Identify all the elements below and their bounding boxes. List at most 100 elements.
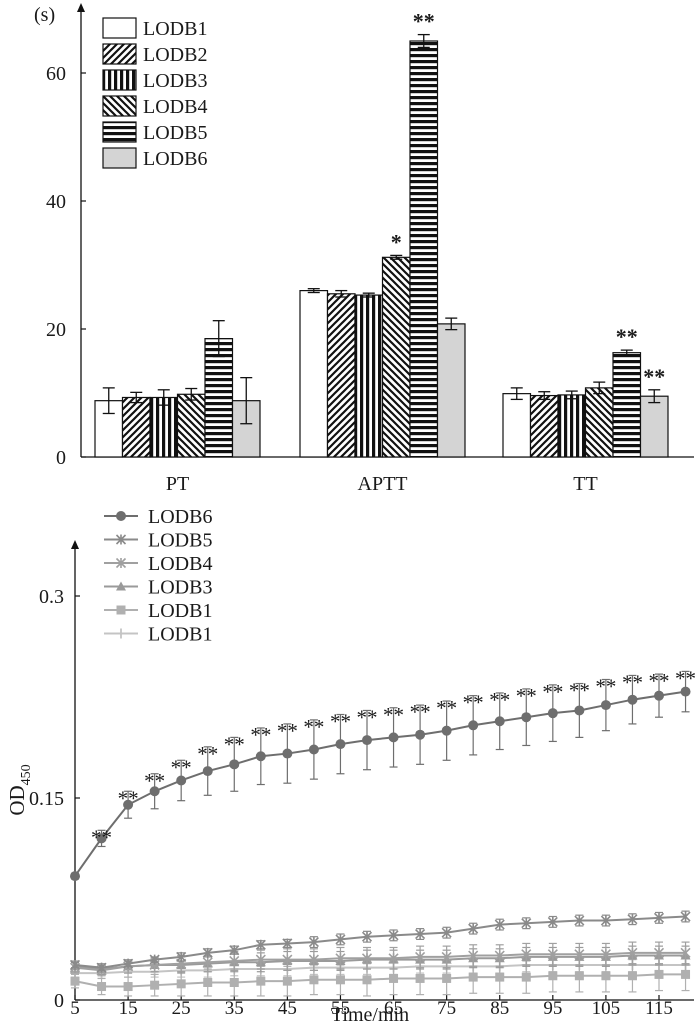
data-point <box>574 705 585 716</box>
data-point <box>388 930 399 941</box>
data-point <box>255 751 266 762</box>
significance-mark: ** <box>436 696 457 720</box>
significance-mark: ** <box>569 679 590 703</box>
y-tick-label: 40 <box>46 191 66 213</box>
legend-swatch <box>102 69 137 91</box>
legend-marker <box>116 511 126 521</box>
legend-label: LODB3 <box>148 577 212 599</box>
data-point <box>70 871 80 882</box>
data-point <box>600 915 611 926</box>
x-tick-label: 35 <box>225 998 244 1019</box>
significance-mark: ** <box>144 769 165 793</box>
data-point <box>521 949 532 960</box>
data-point <box>282 976 292 986</box>
significance-mark: ** <box>171 755 192 779</box>
data-point <box>468 950 479 961</box>
legend-label: LODB4 <box>148 553 212 575</box>
bar <box>149 396 179 458</box>
data-point <box>468 972 478 982</box>
data-point <box>335 739 346 750</box>
legend-label: LODB6 <box>143 148 207 170</box>
data-point <box>335 975 345 985</box>
bar <box>529 394 559 458</box>
significance-mark: ** <box>595 674 616 698</box>
data-point <box>441 725 452 736</box>
y-ticks: 0 0.15 0.3 <box>29 586 80 1012</box>
bar <box>436 323 466 458</box>
data-point <box>547 708 558 719</box>
data-point <box>494 950 505 961</box>
error-bars <box>102 33 661 425</box>
data-point <box>653 947 665 958</box>
series-lodb6 <box>70 670 691 882</box>
legend-label: LODB5 <box>143 122 207 144</box>
data-point <box>442 973 452 983</box>
data-point <box>97 982 107 992</box>
bar <box>612 352 642 458</box>
bar <box>326 293 356 458</box>
x-tick-label: 105 <box>592 998 621 1019</box>
y-tick-label: 0 <box>56 447 66 469</box>
data-point <box>415 928 426 940</box>
data-point <box>601 971 611 981</box>
y-axis-arrow <box>77 3 85 12</box>
x-axis-label: Time/min <box>331 1004 409 1026</box>
data-point <box>574 949 585 960</box>
data-point <box>282 954 293 965</box>
significance-mark: ** <box>330 710 351 734</box>
data-point <box>521 712 532 723</box>
data-point <box>123 958 134 969</box>
x-ticks: PT APTT TT <box>166 473 598 495</box>
significance-mark: ** <box>91 825 112 849</box>
legend-marker <box>116 581 126 591</box>
data-point <box>282 938 293 949</box>
x-ticks: 5 15 25 35 45 55 65 75 85 95 105 115 <box>70 995 673 1019</box>
data-point <box>361 953 373 964</box>
y-tick-label: 60 <box>46 63 66 85</box>
data-point <box>600 700 611 711</box>
data-point <box>149 786 160 797</box>
data-point <box>96 833 107 844</box>
significance-marks: ******* <box>391 9 666 389</box>
data-point <box>521 972 531 982</box>
legend-swatch <box>102 147 137 169</box>
series-line <box>74 915 686 969</box>
significance-mark: ** <box>410 700 431 724</box>
x-tick-label: 115 <box>645 998 673 1019</box>
y-tick-label: 0.15 <box>29 788 64 810</box>
y-axis-label: OD450 <box>5 764 34 815</box>
significance-mark: ** <box>516 684 537 708</box>
significance-mark: * <box>391 229 402 254</box>
y-ticks: 0 20 40 60 <box>46 63 86 469</box>
y-axis-arrow <box>71 540 79 549</box>
series-line <box>74 690 686 877</box>
data-point <box>255 954 266 965</box>
data-point <box>149 954 160 965</box>
data-point <box>547 949 558 960</box>
data-point <box>176 775 187 786</box>
legend-label: LODB2 <box>143 44 207 66</box>
data-point <box>680 947 691 958</box>
data-point <box>308 954 319 965</box>
significance-mark: ** <box>542 680 563 704</box>
significance-mark: ** <box>224 732 245 756</box>
legend-label: LODB4 <box>143 96 207 118</box>
data-point <box>229 759 240 770</box>
x-tick-label: 15 <box>119 998 138 1019</box>
series-lines <box>69 670 691 997</box>
legend-label: LODB5 <box>148 530 212 552</box>
significance-marks: ********** ** ** ** ** ** ** ** ** ** ** ** ** ** ** **… <box>91 666 696 849</box>
bar <box>121 396 151 458</box>
data-point <box>202 947 213 958</box>
data-point <box>308 744 319 755</box>
significance-mark: ** <box>383 703 404 727</box>
data-point <box>388 953 399 964</box>
significance-mark: ** <box>413 9 435 34</box>
bar <box>299 290 329 458</box>
significance-mark: ** <box>197 742 218 766</box>
data-point <box>627 694 638 705</box>
x-tick-label: 75 <box>437 998 456 1019</box>
y-tick-label: 0 <box>54 990 64 1012</box>
data-point <box>96 962 107 973</box>
data-point <box>415 951 426 962</box>
